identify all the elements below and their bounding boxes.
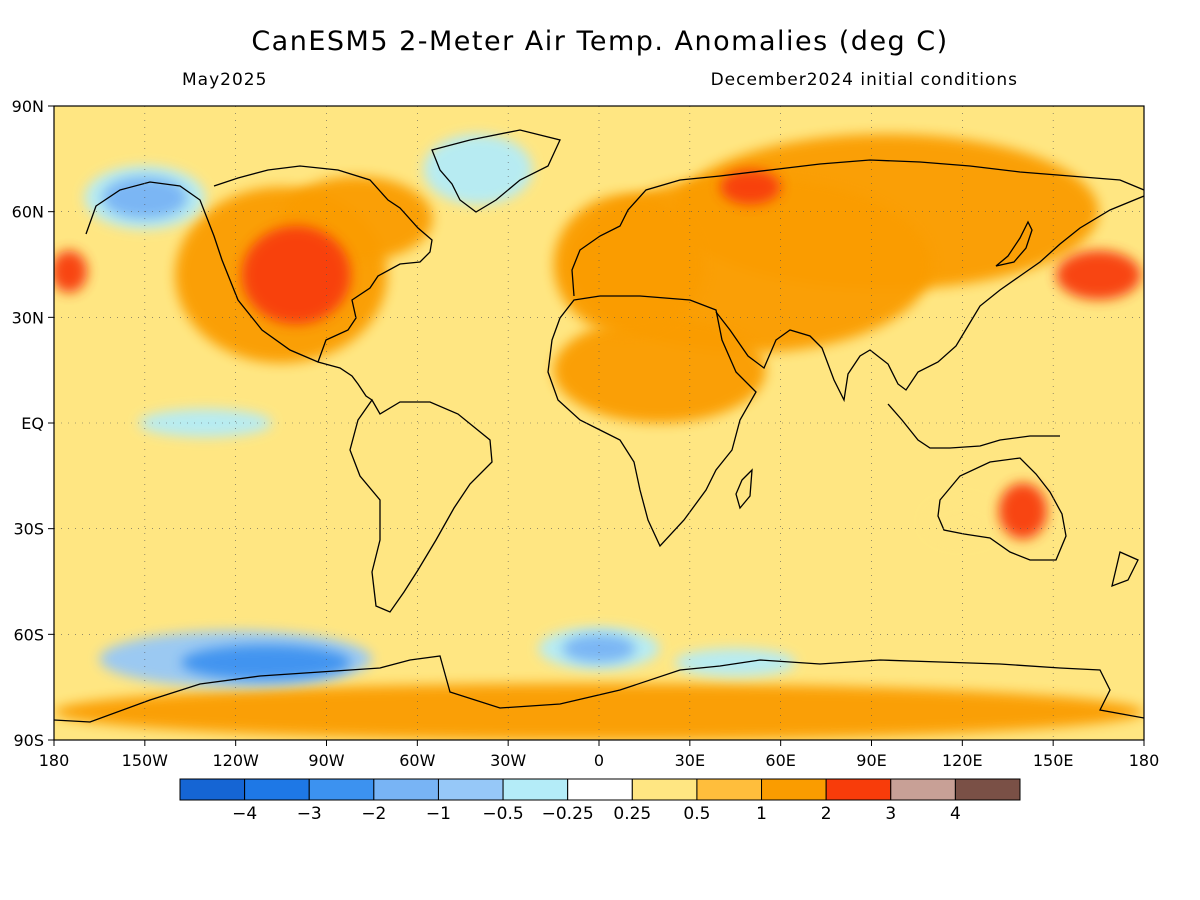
anomaly-region bbox=[720, 169, 781, 205]
x-tick-label: 90W bbox=[308, 751, 344, 770]
x-tick-label: 120E bbox=[942, 751, 983, 770]
colorbar-swatch bbox=[761, 778, 827, 801]
gridlines bbox=[54, 106, 1144, 740]
colorbar-swatch bbox=[954, 778, 1021, 801]
anomaly-region bbox=[1056, 250, 1141, 300]
x-tick-label: 60W bbox=[399, 751, 435, 770]
anomaly-region bbox=[241, 225, 351, 325]
colorbar-label: 1 bbox=[756, 804, 767, 824]
coastline-madagascar bbox=[735, 468, 753, 510]
colorbar-swatch bbox=[437, 778, 504, 801]
colorbar-swatch bbox=[244, 778, 310, 801]
x-tick-label: 60E bbox=[765, 751, 795, 770]
x-tick-label: 0 bbox=[594, 751, 604, 770]
valid-month-label: May2025 bbox=[182, 70, 268, 90]
colorbar-label: 4 bbox=[950, 804, 961, 824]
anomaly-region bbox=[54, 683, 1144, 740]
colorbar-label: −4 bbox=[232, 804, 257, 824]
coastline-japan bbox=[995, 220, 1033, 267]
colorbar-swatch bbox=[631, 778, 698, 801]
x-tick-label: 150E bbox=[1033, 751, 1074, 770]
coastline-eurasia bbox=[571, 159, 1144, 403]
colorbar-swatch bbox=[373, 778, 439, 801]
y-tick-label: 90N bbox=[12, 97, 44, 116]
anomaly-region bbox=[553, 317, 766, 423]
y-tick-label: 30S bbox=[13, 520, 44, 539]
init-conditions-label: December2024 initial conditions bbox=[710, 70, 1018, 90]
y-tick-label: 60N bbox=[12, 203, 44, 222]
x-tick-label: 90E bbox=[856, 751, 886, 770]
map-plot-area bbox=[54, 106, 1144, 740]
colorbar-label: −0.25 bbox=[542, 804, 594, 824]
anomaly-region bbox=[562, 634, 636, 663]
x-tick-label: 30E bbox=[675, 751, 705, 770]
y-axis: 90N 60N 30N EQ 30S 60S 90S bbox=[12, 97, 54, 750]
coastline-indonesia bbox=[887, 403, 1060, 449]
colorbar-swatch bbox=[696, 778, 763, 801]
coastline-south-america bbox=[349, 398, 493, 613]
anomaly-region bbox=[674, 648, 796, 677]
colorbar-label: 0.25 bbox=[613, 804, 651, 824]
coastline-new-zealand bbox=[1111, 551, 1139, 588]
colorbar-swatch bbox=[308, 778, 375, 801]
x-axis: 180 150W 120W 90W 60W 30W 0 30E 60E 90E 120E 150E 18… bbox=[39, 740, 1160, 770]
colorbar-swatch bbox=[502, 778, 569, 801]
colorbar-label: 3 bbox=[885, 804, 896, 824]
anomaly-region bbox=[553, 194, 705, 335]
anomaly-region bbox=[926, 500, 999, 543]
x-tick-label: 180 bbox=[1129, 751, 1160, 770]
colorbar-label: −2 bbox=[361, 804, 386, 824]
colorbar-swatch bbox=[890, 778, 956, 801]
y-tick-label: EQ bbox=[21, 414, 44, 433]
coastline-antarctica bbox=[54, 655, 1144, 723]
map-title: CanESM5 2-Meter Air Temp. Anomalies (deg… bbox=[251, 26, 949, 57]
y-tick-label: 30N bbox=[12, 308, 44, 327]
x-tick-label: 150W bbox=[122, 751, 169, 770]
anomaly-region bbox=[138, 408, 272, 438]
colorbar-swatch bbox=[179, 778, 246, 801]
colorbar: −4 −3 −2 −1 −0.5 −0.25 0.25 0.5 1 2 3 4 bbox=[179, 778, 1021, 824]
colorbar-label: −1 bbox=[426, 804, 451, 824]
colorbar-swatch bbox=[825, 778, 892, 801]
colorbar-label: −3 bbox=[297, 804, 322, 824]
anomaly-region bbox=[423, 134, 533, 205]
y-tick-label: 60S bbox=[13, 625, 44, 644]
anomaly-fields bbox=[54, 134, 1144, 740]
y-tick-label: 90S bbox=[13, 731, 44, 750]
colorbar-swatch bbox=[567, 778, 633, 801]
colorbar-label: 2 bbox=[821, 804, 832, 824]
x-tick-label: 180 bbox=[39, 751, 70, 770]
anomaly-region bbox=[998, 482, 1048, 540]
coastline-africa bbox=[547, 295, 757, 548]
x-tick-label: 30W bbox=[490, 751, 526, 770]
coastline-australia bbox=[937, 457, 1067, 561]
colorbar-label: 0.5 bbox=[683, 804, 710, 824]
anomaly-region bbox=[54, 250, 88, 293]
coastline-north-america bbox=[85, 165, 433, 401]
colorbar-label: −0.5 bbox=[482, 804, 523, 824]
x-tick-label: 120W bbox=[212, 751, 259, 770]
anomaly-region bbox=[181, 644, 351, 681]
